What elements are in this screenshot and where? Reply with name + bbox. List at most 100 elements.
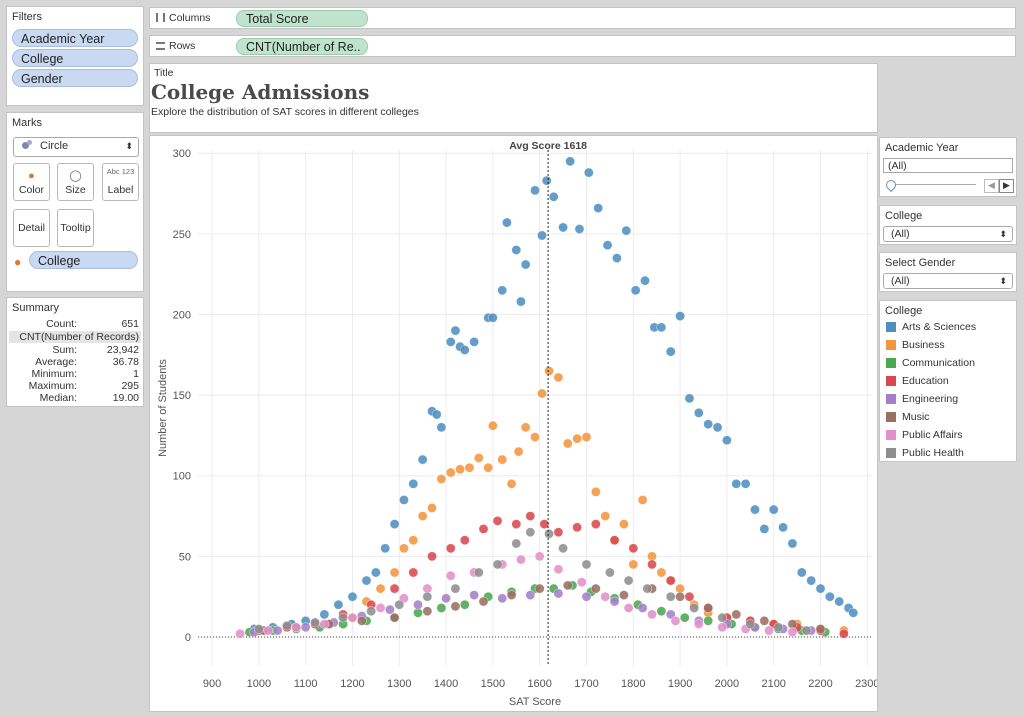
year-slider-track[interactable] xyxy=(890,184,976,185)
data-point[interactable] xyxy=(520,422,531,433)
year-slider-handle[interactable] xyxy=(883,177,899,193)
data-point[interactable] xyxy=(253,624,264,634)
data-point[interactable] xyxy=(511,245,522,255)
data-point[interactable] xyxy=(562,438,573,449)
data-point[interactable] xyxy=(319,609,330,620)
data-point[interactable] xyxy=(459,535,470,546)
data-point[interactable] xyxy=(399,495,409,505)
data-point[interactable] xyxy=(558,222,568,233)
data-point[interactable] xyxy=(492,559,503,570)
data-point[interactable] xyxy=(740,478,751,489)
data-point[interactable] xyxy=(759,615,770,626)
data-point[interactable] xyxy=(525,511,536,521)
data-point[interactable] xyxy=(815,583,826,594)
data-point[interactable] xyxy=(717,612,728,623)
data-point[interactable] xyxy=(679,612,690,623)
data-point[interactable] xyxy=(623,603,634,613)
data-point[interactable] xyxy=(408,535,419,546)
data-point[interactable] xyxy=(450,583,461,594)
data-point[interactable] xyxy=(604,567,615,578)
data-point[interactable] xyxy=(590,519,601,529)
data-point[interactable] xyxy=(637,603,648,613)
data-point[interactable] xyxy=(731,478,742,489)
data-point[interactable] xyxy=(656,567,667,578)
cnt-records-pill[interactable]: CNT(Number of Re.. xyxy=(236,38,368,55)
data-point[interactable] xyxy=(506,590,517,600)
data-point[interactable] xyxy=(703,615,714,626)
data-point[interactable] xyxy=(492,515,503,526)
data-point[interactable] xyxy=(609,596,620,607)
data-point[interactable] xyxy=(347,612,358,623)
data-point[interactable] xyxy=(361,575,372,586)
color-field-pill[interactable]: College xyxy=(29,251,138,269)
data-point[interactable] xyxy=(385,604,395,615)
data-point[interactable] xyxy=(619,590,629,600)
data-point[interactable] xyxy=(562,580,573,591)
data-point[interactable] xyxy=(759,524,770,534)
data-point[interactable] xyxy=(544,366,554,376)
data-point[interactable] xyxy=(684,393,695,404)
total-score-pill[interactable]: Total Score xyxy=(236,10,368,27)
data-point[interactable] xyxy=(282,620,292,631)
color-button[interactable]: ● Color xyxy=(13,163,50,201)
data-point[interactable] xyxy=(593,203,604,213)
data-point[interactable] xyxy=(333,599,344,610)
data-point[interactable] xyxy=(581,559,592,570)
data-point[interactable] xyxy=(590,486,601,497)
data-point[interactable] xyxy=(389,519,400,529)
data-point[interactable] xyxy=(731,609,742,620)
data-point[interactable] xyxy=(750,504,760,515)
data-point[interactable] xyxy=(478,596,489,607)
data-point[interactable] xyxy=(389,583,400,594)
data-point[interactable] xyxy=(656,606,667,617)
data-point[interactable] xyxy=(612,253,622,263)
data-point[interactable] xyxy=(487,420,498,431)
data-point[interactable] xyxy=(553,527,564,538)
year-prev-button[interactable]: ◀ xyxy=(984,179,999,193)
data-point[interactable] xyxy=(530,432,540,442)
data-point[interactable] xyxy=(541,175,552,186)
data-point[interactable] xyxy=(717,622,728,633)
detail-button[interactable]: Detail xyxy=(13,209,50,247)
data-point[interactable] xyxy=(689,603,700,613)
data-point[interactable] xyxy=(516,554,526,565)
data-point[interactable] xyxy=(553,588,564,599)
data-point[interactable] xyxy=(300,622,311,633)
data-point[interactable] xyxy=(647,559,657,570)
data-point[interactable] xyxy=(675,311,685,321)
data-point[interactable] xyxy=(483,462,494,473)
data-point[interactable] xyxy=(455,464,466,475)
data-point[interactable] xyxy=(394,599,405,610)
data-point[interactable] xyxy=(602,240,613,251)
data-point[interactable] xyxy=(539,519,550,529)
data-point[interactable] xyxy=(693,407,704,418)
data-point[interactable] xyxy=(338,612,348,623)
scatter-chart[interactable]: 900 1000 1100 1200 1300 1400 1500 1600 1700 1800 1… xyxy=(150,136,877,711)
data-point[interactable] xyxy=(537,230,547,241)
data-point[interactable] xyxy=(534,583,545,594)
data-point[interactable] xyxy=(291,622,302,633)
data-point[interactable] xyxy=(235,628,246,639)
data-point[interactable] xyxy=(473,567,484,578)
data-point[interactable] xyxy=(445,336,456,347)
data-point[interactable] xyxy=(796,567,807,578)
data-point[interactable] xyxy=(431,409,442,420)
data-point[interactable] xyxy=(436,474,447,484)
data-point[interactable] xyxy=(375,583,386,594)
data-point[interactable] xyxy=(513,446,524,457)
data-point[interactable] xyxy=(665,591,676,602)
data-point[interactable] xyxy=(848,607,859,618)
data-point[interactable] xyxy=(628,543,639,554)
data-point[interactable] xyxy=(801,625,812,636)
data-point[interactable] xyxy=(703,603,714,613)
data-point[interactable] xyxy=(656,322,667,333)
rows-shelf[interactable]: Rows CNT(Number of Re.. xyxy=(149,35,1016,57)
data-point[interactable] xyxy=(427,551,437,562)
size-button[interactable]: ◯ Size xyxy=(57,163,94,201)
data-point[interactable] xyxy=(506,478,517,489)
data-point[interactable] xyxy=(684,591,695,602)
data-point[interactable] xyxy=(815,624,826,634)
data-point[interactable] xyxy=(310,617,320,628)
data-point[interactable] xyxy=(590,583,601,594)
data-point[interactable] xyxy=(778,522,788,533)
